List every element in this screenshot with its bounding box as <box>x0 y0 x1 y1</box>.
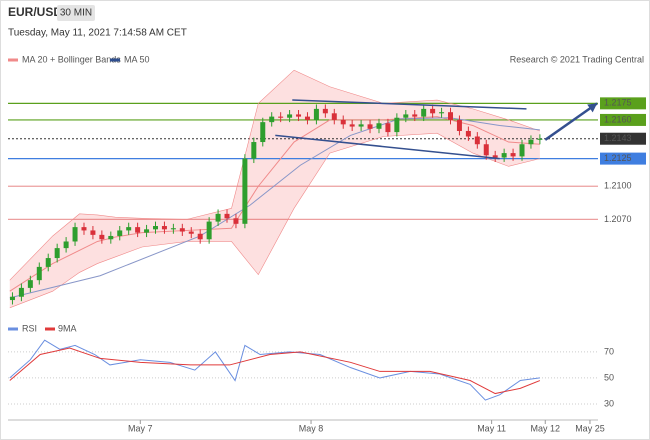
y-tick-label: 50 <box>604 372 614 382</box>
candle-body <box>376 123 382 129</box>
candle-body <box>179 228 185 232</box>
candle-body <box>251 142 257 159</box>
arrow-head <box>587 103 598 113</box>
candle-body <box>448 112 453 120</box>
candle-body <box>304 116 310 120</box>
candle-body <box>358 124 364 127</box>
candle-body <box>117 230 123 236</box>
rsi-line <box>9 339 540 401</box>
legend-entry: 9MA <box>58 323 77 333</box>
candle-body <box>161 226 167 230</box>
candle-body <box>367 124 373 129</box>
candle-body <box>278 116 284 118</box>
candle-body <box>206 221 212 240</box>
ma50-line <box>9 117 540 299</box>
candle-body <box>36 266 42 281</box>
candle-body <box>197 233 203 240</box>
candle-body <box>242 158 248 224</box>
level-label: 1.2160 <box>604 114 632 124</box>
arrow-line <box>544 102 598 141</box>
bollinger-fill <box>9 70 540 308</box>
candle-body <box>27 280 33 288</box>
candle-body <box>492 155 498 158</box>
candle-body <box>456 119 462 131</box>
level-box <box>600 152 646 165</box>
level-label: 1.2100 <box>604 181 632 191</box>
y-tick-label: 30 <box>604 398 614 408</box>
legend-entry: MA 20 + Bollinger Bands <box>22 54 121 64</box>
candle-body <box>287 114 293 118</box>
candle-body <box>108 235 114 240</box>
candle-body <box>153 226 158 230</box>
rsi-line <box>9 347 541 395</box>
y-tick-label: 70 <box>604 346 614 356</box>
level-box <box>600 132 646 145</box>
candle-body <box>72 227 78 242</box>
level-label: 1.2125 <box>604 153 632 163</box>
level-box <box>600 97 646 110</box>
candle-body <box>54 248 60 259</box>
candle-body <box>63 241 69 249</box>
legend-entry: MA 50 <box>124 54 150 64</box>
subtitle: Tuesday, May 11, 2021 7:14:58 AM CET <box>8 28 187 39</box>
candle-body <box>421 108 427 117</box>
x-tick-label: May 12 <box>530 423 560 433</box>
level-label: 1.2070 <box>604 214 632 224</box>
candle-body <box>412 114 418 117</box>
candle-body <box>501 153 507 158</box>
candle-body <box>260 122 266 143</box>
candle-body <box>45 258 51 267</box>
candle-body <box>9 296 15 301</box>
candle-body <box>135 227 141 233</box>
candle-body <box>170 228 176 230</box>
candle-body <box>331 113 337 120</box>
chart-title: EUR/USD <box>8 5 62 19</box>
bollinger-lower <box>9 132 540 309</box>
candle-body <box>537 138 543 140</box>
x-tick-label: May 8 <box>299 423 324 433</box>
timeframe: 30 MIN <box>60 8 92 19</box>
candle-body <box>465 130 471 137</box>
candle-body <box>90 230 96 235</box>
candle-body <box>349 124 355 127</box>
candle-body <box>519 144 525 157</box>
candle-body <box>296 114 302 117</box>
candle-body <box>528 139 534 145</box>
level-label: 1.2175 <box>604 98 632 108</box>
trendline <box>275 134 500 160</box>
candle-body <box>439 112 445 114</box>
timeframe-badge <box>57 5 95 21</box>
candle-body <box>144 229 150 233</box>
candle-body <box>322 108 328 114</box>
candle-body <box>188 231 194 234</box>
candle-body <box>126 227 132 231</box>
candle-body <box>510 153 516 157</box>
trendline <box>292 99 527 110</box>
candle-body <box>403 114 409 118</box>
x-tick-label: May 25 <box>575 423 605 433</box>
candle-body <box>340 119 346 125</box>
x-tick-label: May 11 <box>477 423 506 433</box>
candle-body <box>394 117 400 133</box>
candle-body <box>430 108 436 114</box>
candle-body <box>313 108 319 120</box>
legend-entry: RSI <box>22 323 37 333</box>
candle-body <box>18 287 24 297</box>
level-box <box>600 113 646 126</box>
candle-body <box>224 213 230 219</box>
candle-body <box>385 123 391 133</box>
candle-body <box>474 136 480 145</box>
x-tick-label: May 7 <box>128 423 153 433</box>
credit: Research © 2021 Trading Central <box>510 54 644 64</box>
candle-body <box>483 144 489 156</box>
candle-body <box>233 218 239 224</box>
level-label: 1.2143 <box>604 133 632 143</box>
candle-body <box>215 213 221 222</box>
candle-body <box>81 227 87 231</box>
candle-body <box>99 234 105 240</box>
candle-body <box>269 116 275 123</box>
